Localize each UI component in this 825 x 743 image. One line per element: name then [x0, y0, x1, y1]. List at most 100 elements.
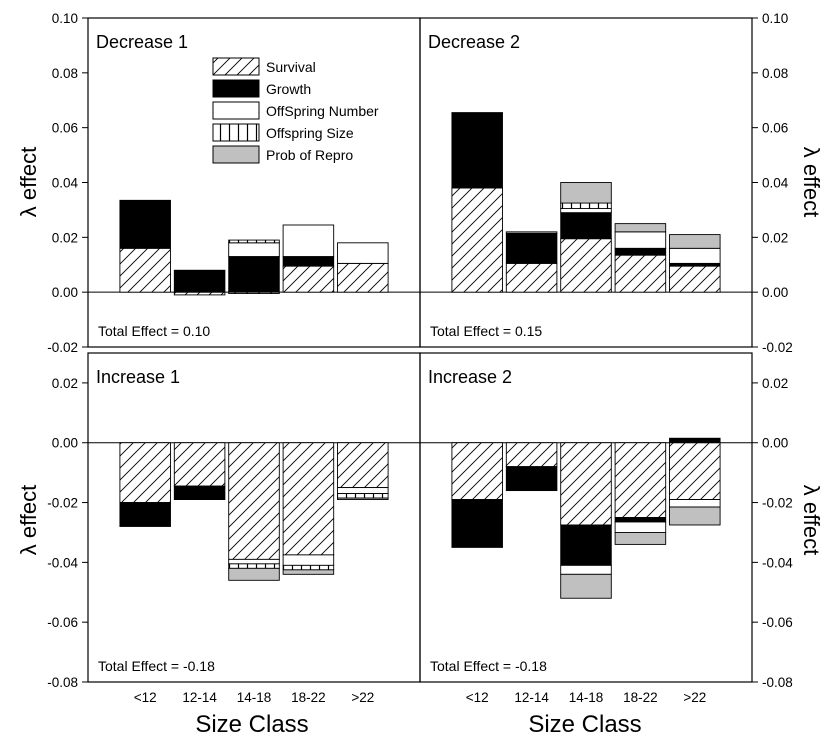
bar-segment-prob-of-repro — [614, 223, 667, 233]
x-axis-title-left: Size Class — [195, 711, 308, 738]
bar-segment-survival — [451, 442, 503, 501]
total-effect-label: Total Effect = 0.15 — [430, 323, 542, 339]
bar-segment-offspring-number — [614, 521, 667, 533]
bar-segment-offspring-size — [337, 493, 389, 499]
bar-segment-offspring-number — [560, 208, 612, 214]
y-tick-label: 0.00 — [762, 436, 788, 451]
panel-title: Decrease 2 — [428, 32, 520, 52]
bar-segment-survival — [451, 187, 503, 293]
bar-segment-offspring-number — [669, 499, 721, 508]
x-tick-label: 14-18 — [569, 690, 604, 705]
legend-swatch-offspring-size — [212, 123, 260, 142]
bar-segment-survival — [669, 265, 721, 293]
x-tick-label: 18-22 — [291, 690, 326, 705]
bar-segment-offspring-number — [614, 231, 667, 249]
x-tick-label: <12 — [466, 690, 489, 705]
y-tick-label: 0.00 — [52, 436, 78, 451]
bar-segment-offspring-number — [337, 487, 389, 495]
bar-segment-prob-of-repro — [560, 573, 612, 599]
bar-segment-survival — [614, 254, 667, 293]
bar-segment-growth — [119, 502, 171, 527]
bar-segment-growth — [560, 212, 612, 240]
y-tick-label: 0.02 — [52, 376, 78, 391]
bar-segment-offspring-number — [228, 558, 280, 565]
y-tick-label: -0.06 — [762, 615, 793, 630]
bar-segment-offspring-size — [228, 239, 280, 244]
y-tick-label: -0.06 — [47, 615, 78, 630]
bar-segment-offspring-number — [560, 564, 612, 575]
bar-segment-growth — [173, 485, 226, 501]
y-tick-label: 0.02 — [52, 230, 78, 245]
panel-frame — [419, 352, 753, 683]
bar-segment-survival — [614, 442, 667, 518]
y-tick-label: -0.02 — [762, 340, 793, 355]
bar-segment-survival — [669, 442, 721, 501]
panel-title: Increase 2 — [428, 367, 512, 387]
total-effect-label: Total Effect = 0.10 — [98, 323, 210, 339]
bar-segment-survival — [505, 442, 558, 468]
bar-segment-prob-of-repro — [337, 497, 389, 501]
y-tick-label: -0.08 — [762, 675, 793, 690]
y-tick-label: 0.10 — [762, 11, 788, 26]
x-tick-label: >22 — [351, 690, 374, 705]
panel-increase-2: -0.08 -0.06 -0.04 -0.02 0.00 0.02 <12 12-14 14-1… — [419, 352, 793, 705]
y-tick-label: -0.02 — [47, 340, 78, 355]
y-tick-label: 0.10 — [52, 11, 78, 26]
bar-segment-offspring-size — [228, 563, 280, 569]
bar-segment-survival — [560, 442, 612, 526]
legend-label-offspring-number: OffSpring Number — [266, 103, 379, 119]
legend-swatch-growth — [212, 79, 260, 98]
y-tick-label: 0.02 — [762, 230, 788, 245]
y-tick-label: -0.02 — [762, 496, 793, 511]
total-effect-label: Total Effect = -0.18 — [98, 658, 215, 674]
bar-segment-prob-of-repro — [614, 532, 667, 545]
bar-segment-offspring-number — [505, 231, 558, 234]
bar-segment-growth — [505, 232, 558, 264]
panel-title: Increase 1 — [96, 367, 180, 387]
x-axis-title-right: Size Class — [528, 711, 641, 738]
bar-segment-survival — [228, 442, 280, 560]
bar-segment-offspring-number — [669, 247, 721, 264]
legend-label-prob-repro: Prob of Repro — [266, 147, 353, 163]
y-tick-label: 0.04 — [52, 176, 79, 191]
bar-segment-growth — [614, 517, 667, 523]
bar-segment-prob-of-repro — [560, 182, 612, 204]
legend-swatch-prob-repro — [212, 145, 260, 164]
panel-increase-1: -0.08 -0.06 -0.04 -0.02 0.00 0.02 <12 12-14 14-1… — [47, 352, 421, 705]
bar-segment-prob-of-repro — [669, 234, 721, 249]
panel-title: Decrease 1 — [96, 32, 188, 52]
bar-segment-prob-of-repro — [669, 506, 721, 526]
y-tick-label: 0.06 — [52, 121, 78, 136]
bar-segment-offspring-size — [560, 202, 612, 209]
y-tick-label: 0.04 — [762, 176, 789, 191]
y-axis-label-bottom-left: λ effect — [16, 485, 41, 556]
bar-segment-survival — [505, 262, 558, 293]
bar-segment-growth — [614, 247, 667, 256]
bar-segment-offspring-number — [337, 242, 389, 264]
bar-segment-survival — [560, 238, 612, 293]
y-tick-label: -0.02 — [47, 496, 78, 511]
y-tick-label: 0.08 — [762, 66, 788, 81]
x-tick-label: 18-22 — [623, 690, 658, 705]
y-tick-label: 0.02 — [762, 376, 788, 391]
bar-segment-survival — [337, 442, 389, 489]
panel-decrease-2: -0.02 0.00 0.02 0.04 0.06 0.08 0.10 Decrease 2 T… — [419, 11, 793, 355]
bar-segment-prob-of-repro — [228, 567, 280, 581]
legend-swatch-offspring-number — [212, 101, 260, 120]
bar-segment-growth — [282, 256, 335, 267]
panel-decrease-1: -0.02 0.00 0.02 0.04 0.06 0.08 0.10 Decrease 1 T… — [47, 11, 421, 355]
x-tick-label: >22 — [683, 690, 706, 705]
legend-label-offspring-size: Offspring Size — [266, 125, 354, 141]
bar-segment-survival — [282, 265, 335, 293]
y-tick-label: -0.04 — [762, 555, 793, 570]
bar-segment-growth — [669, 437, 721, 444]
bar-segment-growth — [505, 466, 558, 492]
legend: Survival Growth OffSpring Number Offspri… — [212, 57, 379, 164]
bar-segment-survival — [173, 442, 226, 487]
bar-segment-offspring-number — [282, 224, 335, 257]
bar-segment-offspring-size — [282, 564, 335, 571]
bar-segment-survival — [119, 247, 171, 293]
legend-label-growth: Growth — [266, 81, 311, 97]
legend-label-survival: Survival — [266, 59, 316, 75]
